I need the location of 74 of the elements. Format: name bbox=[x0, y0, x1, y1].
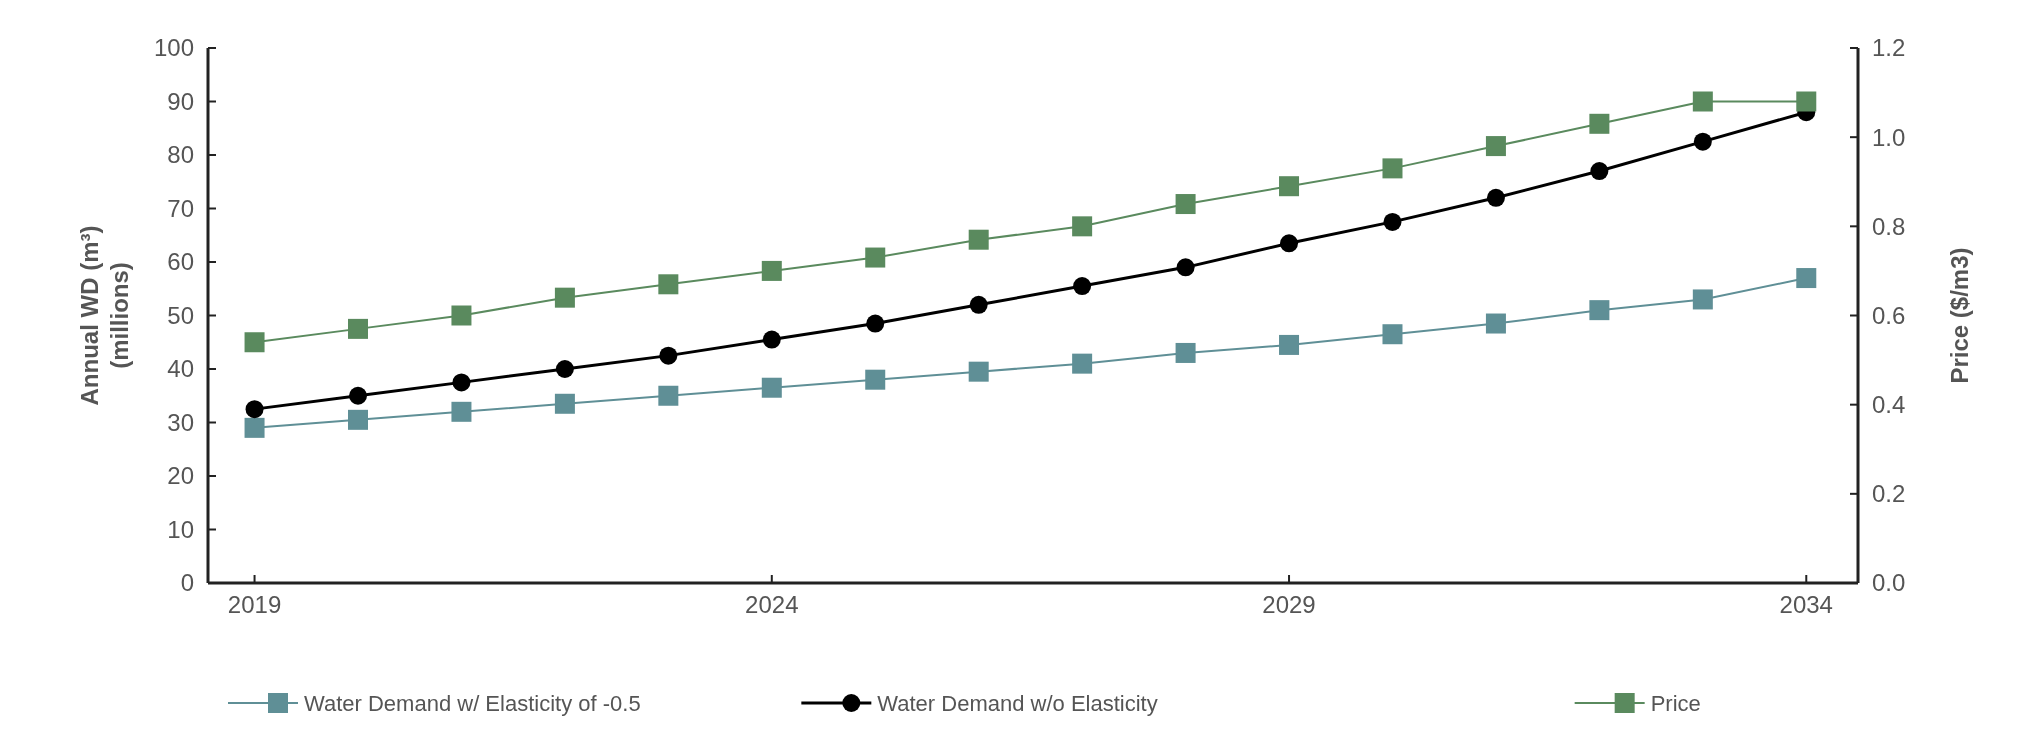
x-tick-label: 2024 bbox=[745, 591, 799, 618]
y2-tick-label: 1.0 bbox=[1872, 123, 1906, 151]
point bbox=[865, 369, 886, 390]
point bbox=[1693, 132, 1712, 151]
point bbox=[1280, 234, 1299, 253]
y2-tick-label: 0.4 bbox=[1872, 391, 1906, 419]
point bbox=[1175, 194, 1196, 215]
point bbox=[1796, 91, 1817, 112]
y-tick-label: 50 bbox=[167, 301, 194, 329]
y-tick-label: 100 bbox=[153, 34, 194, 62]
point bbox=[1382, 324, 1403, 345]
y-tick-label: 80 bbox=[167, 141, 194, 169]
point bbox=[349, 386, 367, 405]
x-tick-label: 2029 bbox=[1262, 591, 1316, 618]
point bbox=[659, 346, 678, 365]
y2-tick-label: 1.2 bbox=[1872, 34, 1906, 62]
y-tick-label: 10 bbox=[167, 515, 194, 543]
point bbox=[865, 247, 886, 268]
y-tick-label: 90 bbox=[167, 87, 194, 115]
point bbox=[1692, 91, 1713, 112]
point bbox=[348, 318, 368, 339]
y2-tick-label: 0.6 bbox=[1872, 301, 1906, 329]
point bbox=[554, 393, 575, 414]
point bbox=[451, 305, 472, 326]
y2-tick-label: 0.0 bbox=[1872, 569, 1906, 597]
point bbox=[968, 361, 989, 382]
point bbox=[968, 229, 989, 250]
legend-label: Water Demand w/ Elasticity of -0.5 bbox=[304, 690, 641, 716]
x-tick-label: 2019 bbox=[227, 591, 282, 618]
point bbox=[244, 332, 265, 353]
y-tick-label: 20 bbox=[167, 462, 194, 490]
point bbox=[555, 360, 574, 378]
point bbox=[1382, 158, 1403, 179]
point bbox=[1589, 113, 1610, 134]
legend-label: Water Demand w/o Elasticity bbox=[877, 690, 1158, 716]
point bbox=[1692, 289, 1713, 310]
point bbox=[762, 330, 781, 349]
point bbox=[1486, 188, 1505, 207]
point bbox=[1590, 162, 1609, 181]
y2-axis-title: Price ($/m3) bbox=[1946, 247, 1973, 384]
point bbox=[452, 373, 471, 392]
point bbox=[1073, 277, 1092, 296]
y-tick-label: 60 bbox=[167, 248, 194, 276]
y2-tick-label: 0.2 bbox=[1872, 480, 1906, 508]
point bbox=[1589, 300, 1610, 321]
point bbox=[1072, 216, 1093, 237]
point bbox=[1279, 176, 1300, 197]
y-tick-label: 0 bbox=[180, 569, 194, 597]
point bbox=[969, 295, 988, 314]
point bbox=[1383, 212, 1402, 231]
point bbox=[244, 417, 265, 438]
point bbox=[1072, 353, 1093, 374]
y2-tick-label: 0.8 bbox=[1872, 212, 1906, 240]
y-tick-label: 40 bbox=[167, 355, 194, 383]
point bbox=[1279, 334, 1300, 355]
point bbox=[1176, 258, 1195, 277]
point bbox=[554, 287, 575, 308]
point bbox=[1175, 342, 1196, 363]
point bbox=[348, 409, 368, 430]
point bbox=[1485, 136, 1506, 157]
y-tick-label: 30 bbox=[167, 408, 194, 436]
point bbox=[761, 260, 782, 281]
point bbox=[658, 385, 679, 406]
legend-label: Price bbox=[1650, 690, 1701, 716]
point bbox=[1796, 268, 1817, 289]
point bbox=[658, 274, 679, 295]
point bbox=[245, 400, 264, 419]
point bbox=[451, 401, 472, 422]
x-tick-label: 2034 bbox=[1779, 591, 1833, 618]
point bbox=[761, 377, 782, 398]
point bbox=[1485, 313, 1506, 334]
y-axis-title: Annual WD (m³) (millions) bbox=[76, 225, 133, 406]
y-tick-label: 70 bbox=[167, 194, 194, 222]
point bbox=[866, 314, 885, 333]
